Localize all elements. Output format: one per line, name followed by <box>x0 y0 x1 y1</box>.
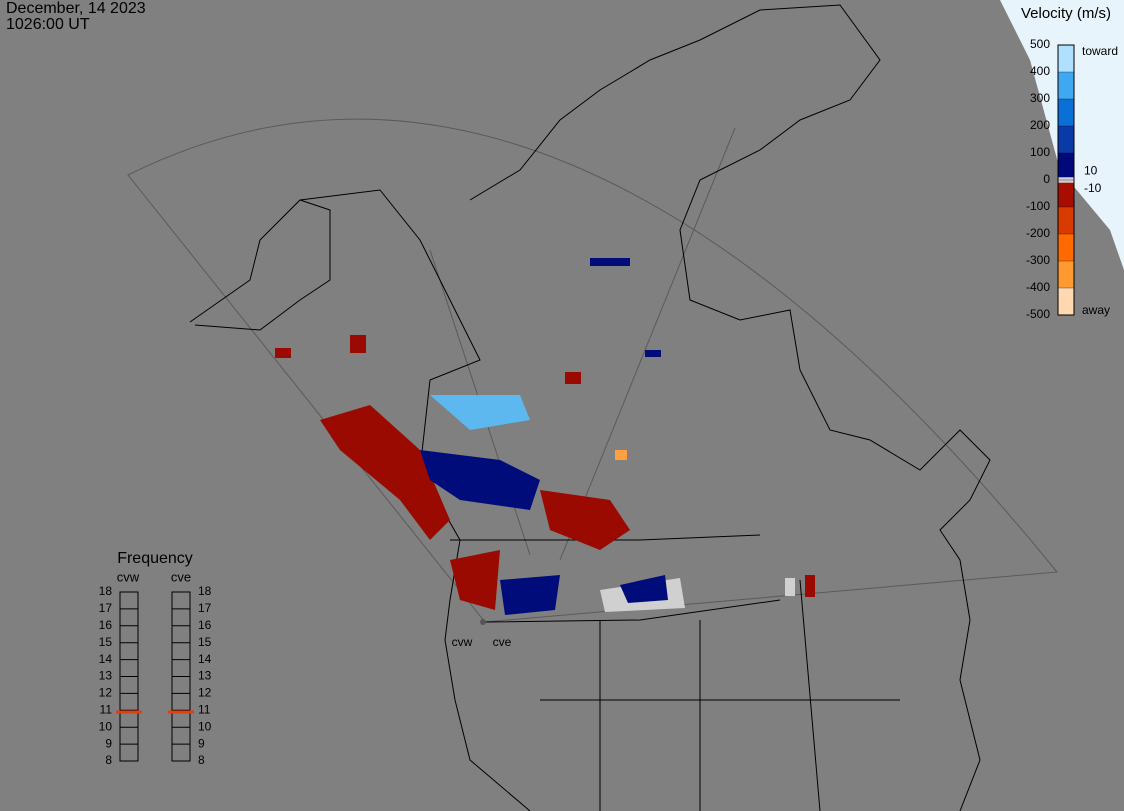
frequency-tick-label: 12 <box>99 686 113 700</box>
frequency-tick-label: 18 <box>198 584 212 598</box>
colorbar-tick-label: 500 <box>1030 37 1050 51</box>
limit-label: 10 <box>1084 163 1098 177</box>
frequency-tick-label: 8 <box>198 753 205 767</box>
frequency-tick-label: 13 <box>198 669 212 683</box>
colorbar-tick-label: -500 <box>1026 307 1050 321</box>
colorbar-tick-label: -200 <box>1026 226 1050 240</box>
colorbar-band <box>1058 72 1074 99</box>
colorbar-tick-label: 300 <box>1030 91 1050 105</box>
colorbar-tick-label: -100 <box>1026 199 1050 213</box>
radar-name: cve <box>171 569 191 584</box>
colorbar-frame <box>1057 44 1075 316</box>
frequency-tick-label: 16 <box>99 618 113 632</box>
frequency-tick-label: 17 <box>99 601 113 615</box>
colorbar-band <box>1058 234 1074 261</box>
site-label: cvw <box>452 635 473 649</box>
colorbar-band <box>1058 153 1074 178</box>
colorbar-tick-label: -400 <box>1026 280 1050 294</box>
colorbar-tick-label: -300 <box>1026 253 1050 267</box>
frequency-tick-label: 9 <box>198 736 205 750</box>
limit-label: -10 <box>1084 181 1102 195</box>
radar-fov <box>127 118 1058 623</box>
frequency-title: Frequency <box>117 550 193 567</box>
frequency-tick-label: 14 <box>99 652 113 666</box>
frequency-tick-label: 17 <box>198 601 212 615</box>
frequency-tick-label: 13 <box>99 669 113 683</box>
frequency-tick-label: 10 <box>198 719 212 733</box>
colorbar-band <box>1058 288 1074 315</box>
colorbar-band <box>1058 99 1074 126</box>
frequency-tick-label: 16 <box>198 618 212 632</box>
frequency-tick-label: 9 <box>105 736 112 750</box>
colorbar-tick-label: 0 <box>1043 172 1050 186</box>
time: 1026:00 UT <box>6 16 90 33</box>
colorbar-tick-label: 100 <box>1030 145 1050 159</box>
colorbar-zero <box>1058 177 1074 183</box>
frequency-tick-label: 18 <box>99 584 113 598</box>
frequency-tick-label: 15 <box>99 635 113 649</box>
frequency-tick-label: 12 <box>198 686 212 700</box>
coastlines <box>189 4 991 811</box>
colorbar-band <box>1058 45 1074 72</box>
colorbar-band <box>1058 207 1074 234</box>
away-label: away <box>1082 303 1110 317</box>
site-label: cve <box>493 635 512 649</box>
colorbar-band <box>1058 126 1074 153</box>
radar-name: cvw <box>117 569 140 584</box>
frequency-tick-label: 14 <box>198 652 212 666</box>
frequency-tick-label: 8 <box>105 753 112 767</box>
colorbar-band <box>1058 261 1074 288</box>
colorbar-tick-label: 400 <box>1030 64 1050 78</box>
velocity-title: Velocity (m/s) <box>1021 5 1111 22</box>
toward-label: toward <box>1082 44 1118 58</box>
frequency-tick-label: 11 <box>198 702 211 716</box>
velocity-cells <box>275 258 815 625</box>
colorbar-band <box>1058 182 1074 207</box>
frequency-tick-label: 15 <box>198 635 212 649</box>
date: December, 14 2023 <box>6 0 146 17</box>
frequency-tick-label: 10 <box>99 719 113 733</box>
colorbar-tick-label: 200 <box>1030 118 1050 132</box>
frequency-tick-label: 11 <box>100 702 113 716</box>
